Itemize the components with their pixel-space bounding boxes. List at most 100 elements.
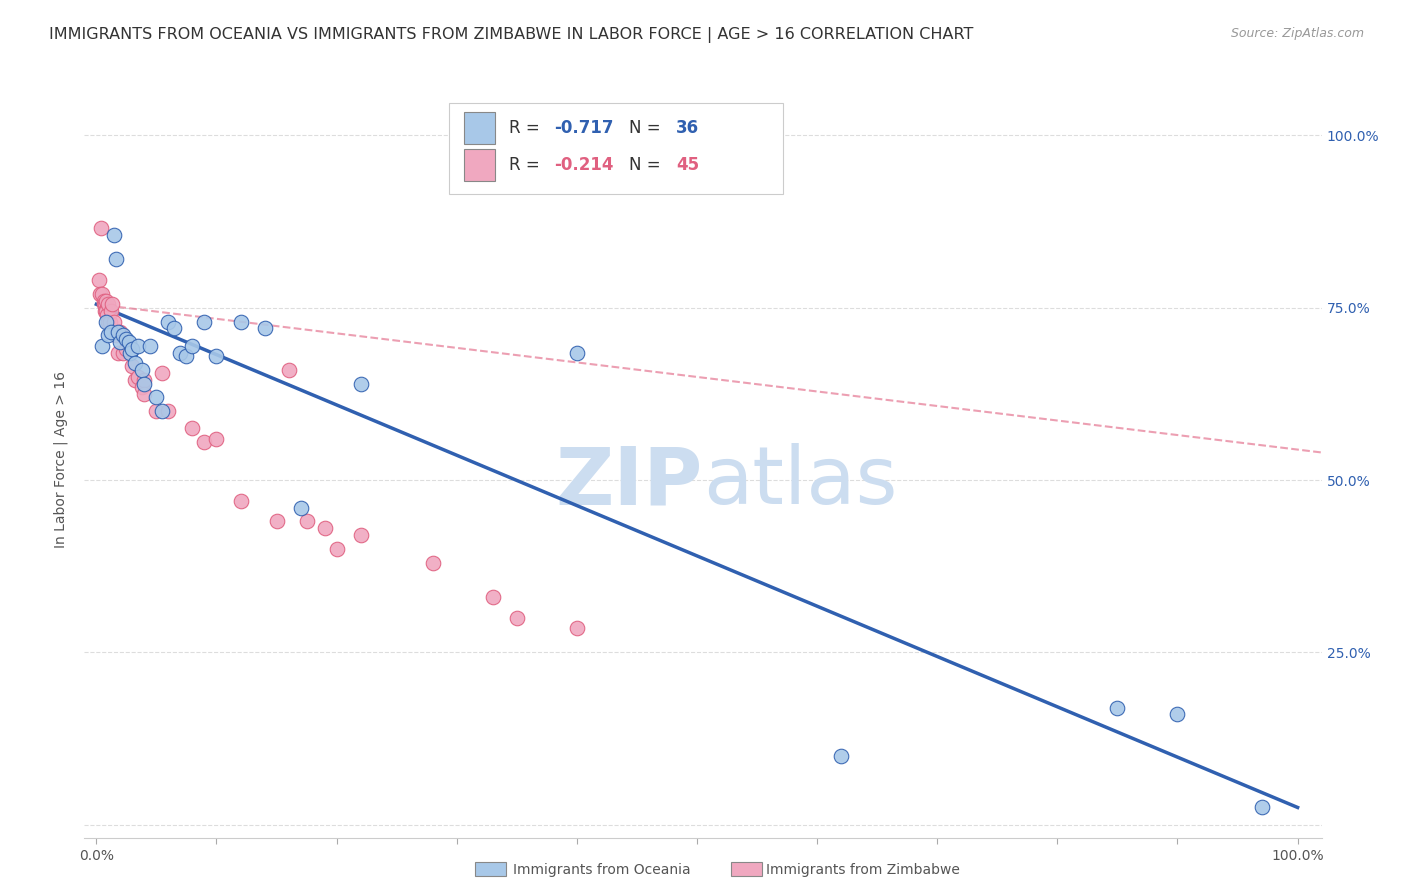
- Point: [115, 332, 138, 346]
- Point: [94, 304, 117, 318]
- Point: [91, 339, 114, 353]
- Text: R =: R =: [509, 119, 544, 137]
- Point: [290, 500, 312, 515]
- Point: [157, 404, 180, 418]
- Point: [134, 376, 156, 391]
- Point: [90, 221, 112, 235]
- Point: [101, 297, 124, 311]
- Point: [253, 321, 276, 335]
- Point: [98, 314, 121, 328]
- Point: [506, 611, 529, 625]
- Point: [134, 373, 156, 387]
- Point: [104, 252, 127, 267]
- Text: R =: R =: [509, 156, 544, 174]
- Point: [87, 273, 110, 287]
- Point: [107, 325, 129, 339]
- Point: [565, 621, 588, 635]
- Point: [295, 515, 318, 529]
- Bar: [475, 862, 506, 876]
- Point: [97, 314, 120, 328]
- Point: [169, 345, 191, 359]
- Point: [193, 435, 215, 450]
- Point: [152, 404, 174, 418]
- Point: [134, 387, 156, 401]
- Text: -0.717: -0.717: [554, 119, 614, 137]
- Point: [481, 591, 503, 605]
- Point: [124, 356, 146, 370]
- Text: ZIP: ZIP: [555, 443, 703, 521]
- Point: [277, 363, 299, 377]
- Point: [94, 293, 117, 308]
- Point: [110, 325, 132, 339]
- Point: [118, 345, 141, 359]
- Point: [205, 349, 228, 363]
- Point: [314, 521, 336, 535]
- Point: [350, 376, 373, 391]
- Point: [124, 373, 146, 387]
- Point: [96, 308, 118, 322]
- Point: [193, 314, 215, 328]
- Point: [229, 493, 252, 508]
- Point: [94, 304, 117, 318]
- Point: [100, 325, 122, 339]
- Point: [163, 321, 186, 335]
- Text: IMMIGRANTS FROM OCEANIA VS IMMIGRANTS FROM ZIMBABWE IN LABOR FORCE | AGE > 16 CO: IMMIGRANTS FROM OCEANIA VS IMMIGRANTS FR…: [49, 27, 973, 43]
- Text: 45: 45: [676, 156, 699, 174]
- Point: [103, 314, 125, 328]
- Point: [107, 345, 129, 359]
- Y-axis label: In Labor Force | Age > 16: In Labor Force | Age > 16: [53, 371, 69, 548]
- Point: [127, 369, 149, 384]
- Point: [118, 335, 141, 350]
- Point: [205, 432, 228, 446]
- Point: [93, 293, 115, 308]
- Point: [127, 339, 149, 353]
- Text: atlas: atlas: [703, 443, 897, 521]
- Point: [115, 342, 138, 356]
- Point: [121, 359, 143, 374]
- Point: [111, 328, 134, 343]
- Point: [94, 314, 117, 328]
- Point: [121, 342, 143, 356]
- Point: [152, 366, 174, 380]
- Text: Source: ZipAtlas.com: Source: ZipAtlas.com: [1230, 27, 1364, 40]
- Text: N =: N =: [628, 156, 665, 174]
- Point: [139, 339, 162, 353]
- Text: -0.214: -0.214: [554, 156, 614, 174]
- Point: [145, 404, 167, 418]
- Text: N =: N =: [628, 119, 665, 137]
- Point: [110, 335, 132, 350]
- Point: [325, 541, 347, 556]
- Point: [266, 515, 288, 529]
- Point: [422, 556, 444, 570]
- Point: [830, 748, 852, 763]
- Point: [89, 287, 111, 301]
- Point: [93, 297, 115, 311]
- Point: [157, 314, 180, 328]
- Point: [111, 345, 134, 359]
- Point: [104, 328, 127, 343]
- Point: [100, 304, 122, 318]
- Point: [91, 287, 114, 301]
- Point: [181, 339, 204, 353]
- Point: [97, 328, 120, 343]
- Point: [131, 380, 153, 394]
- Point: [145, 390, 167, 404]
- Point: [176, 349, 198, 363]
- Point: [181, 421, 204, 435]
- Point: [103, 228, 125, 243]
- Bar: [731, 862, 762, 876]
- Point: [1107, 700, 1129, 714]
- Text: 36: 36: [676, 119, 699, 137]
- Point: [94, 297, 117, 311]
- Point: [1166, 707, 1188, 722]
- FancyBboxPatch shape: [464, 149, 495, 181]
- FancyBboxPatch shape: [464, 112, 495, 144]
- Point: [565, 345, 588, 359]
- Text: Immigrants from Oceania: Immigrants from Oceania: [513, 863, 690, 877]
- Point: [229, 314, 252, 328]
- Point: [97, 297, 120, 311]
- Point: [131, 363, 153, 377]
- Point: [350, 528, 373, 542]
- FancyBboxPatch shape: [450, 103, 783, 194]
- Point: [1250, 800, 1272, 814]
